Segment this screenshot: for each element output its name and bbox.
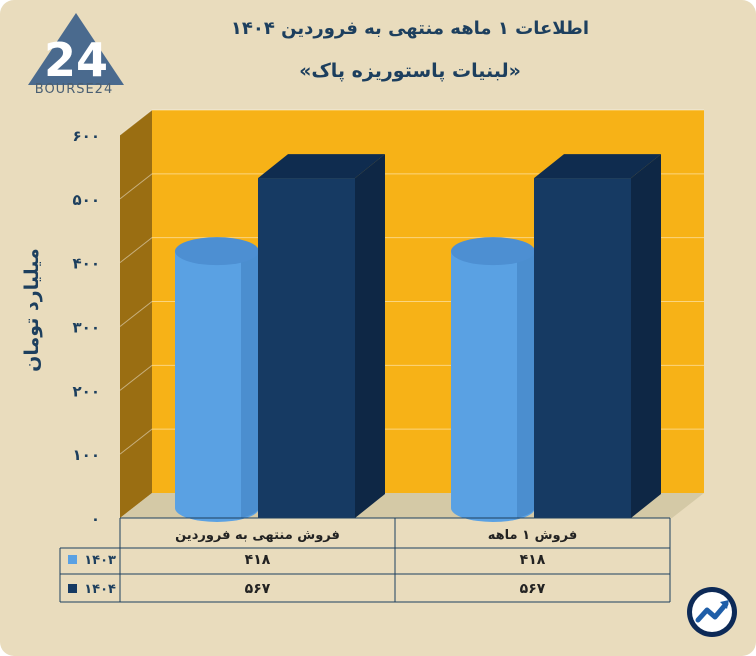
trend-arrow-icon — [687, 587, 737, 637]
data-value-label: ۴۱۸ — [245, 552, 271, 568]
bar-box-1404 — [258, 178, 355, 518]
bar-cylinder-top — [175, 237, 259, 266]
y-tick-label: ۳۰۰ — [73, 319, 100, 337]
legend-label: ۱۴۰۴ — [84, 582, 116, 597]
legend-swatch — [68, 584, 77, 593]
bar-box-top — [534, 154, 661, 179]
bar-cylinder-top — [451, 237, 535, 266]
gridline — [119, 173, 704, 200]
y-tick-label: ۶۰۰ — [73, 127, 100, 145]
svg-text:24: 24 — [44, 33, 108, 87]
logo-text: BOURSE24 — [34, 82, 114, 97]
legend-label: ۱۴۰۳ — [84, 553, 116, 568]
bar-cylinder-shade — [241, 251, 259, 518]
y-tick-label: ۲۰۰ — [73, 382, 100, 400]
bar-box-side — [631, 154, 661, 518]
y-tick-label: ۱۰۰ — [73, 446, 100, 464]
category-label: فروش ۱ ماهه — [488, 528, 577, 543]
legend-swatch — [68, 555, 77, 564]
data-value-label: ۴۱۸ — [520, 552, 546, 568]
bar-cylinder-1403 — [451, 251, 535, 522]
data-value-label: ۵۶۷ — [520, 581, 546, 597]
category-label: فروش منتهی به فروردین — [175, 528, 340, 543]
plot-side-wall — [120, 110, 152, 518]
bar-cylinder-shade — [517, 251, 535, 518]
y-tick-label: ۴۰۰ — [73, 255, 100, 273]
gridline — [119, 237, 704, 264]
bourse24-logo-icon: 24 — [28, 13, 124, 87]
bar-box-side — [355, 154, 385, 518]
bar-box-top — [258, 154, 385, 179]
y-tick-label: ۵۰۰ — [73, 191, 100, 209]
gridline — [119, 109, 704, 136]
bar-box-1404 — [534, 178, 631, 518]
chart-title: اطلاعات ۱ ماهه منتهی به فروردین ۱۴۰۴ — [230, 18, 590, 39]
chart-subtitle: «لبنیات پاستوریزه پاک» — [299, 60, 521, 82]
bar-cylinder-1403 — [175, 251, 259, 522]
y-tick-label: ۰ — [91, 510, 100, 528]
data-value-label: ۵۶۷ — [245, 581, 271, 597]
